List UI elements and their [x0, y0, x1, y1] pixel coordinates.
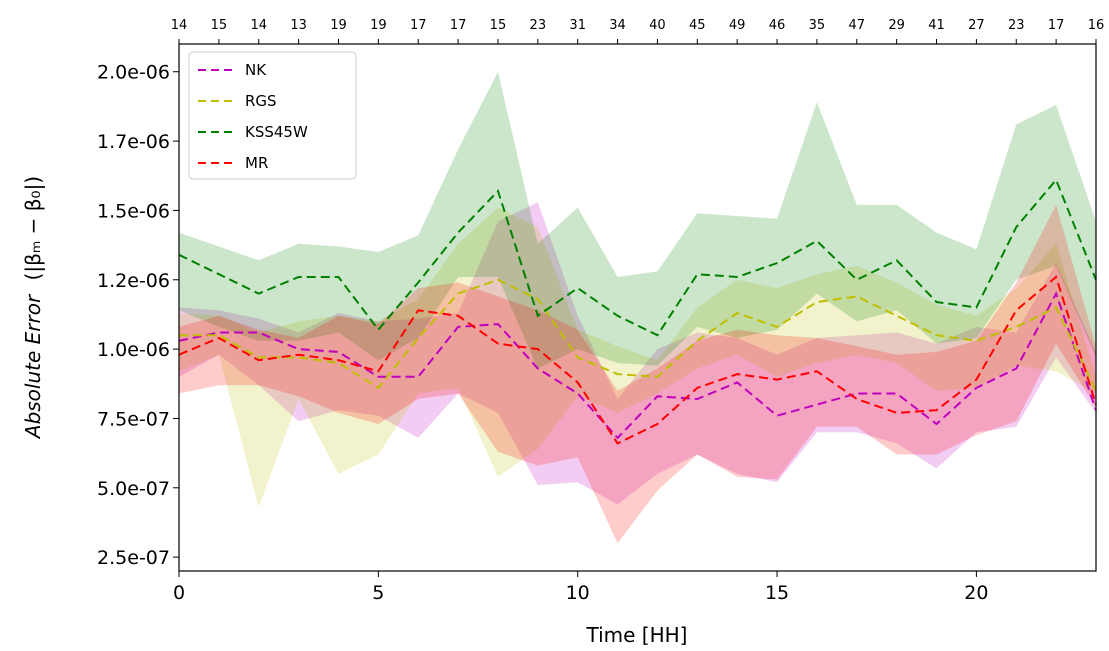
y-tick-label: 1.7e-06: [97, 131, 170, 153]
y-axis-label-italic: Absolute Error: [21, 293, 45, 440]
x-axis-label: Time [HH]: [586, 623, 688, 647]
top-tick-label: 15: [211, 18, 228, 33]
x-tick-label: 0: [173, 582, 185, 604]
top-tick-label: 41: [928, 18, 945, 33]
top-tick-label: 23: [1008, 18, 1025, 33]
top-tick-label: 19: [330, 18, 347, 33]
legend-entry: MR: [245, 154, 268, 172]
top-tick-label: 13: [290, 18, 307, 33]
y-tick-label: 2.0e-06: [97, 62, 170, 84]
legend-entry: NK: [245, 61, 267, 79]
band-rgs: [179, 207, 1096, 508]
y-tick-label: 1.2e-06: [97, 270, 170, 292]
y-axis-label: Absolute Error (|βₘ − β₀|): [21, 176, 45, 440]
top-tick-label: 47: [849, 18, 866, 33]
series-line-nk: [178, 291, 1097, 440]
top-tick-label: 31: [569, 18, 586, 33]
top-tick-label: 15: [490, 18, 507, 33]
y-axis-label-formula: (|βₘ − β₀|): [21, 176, 45, 281]
top-tick-label: 35: [809, 18, 826, 33]
plot-frame: [178, 43, 1097, 572]
top-tick-label: 23: [530, 18, 547, 33]
top-tick-label: 40: [649, 18, 666, 33]
legend-box: [188, 51, 357, 180]
y-tick-label: 5.0e-07: [97, 478, 170, 500]
x-axis: 0 5 10 15 20: [173, 571, 988, 604]
top-tick-label: 34: [609, 18, 626, 33]
y-tick-label: 1.0e-06: [97, 339, 170, 361]
top-tick-label: 45: [689, 18, 706, 33]
band-nk: [179, 202, 1096, 505]
y-tick-label: 2.5e-07: [97, 547, 170, 569]
top-tick-label: 16: [1088, 18, 1105, 33]
top-tick-label: 19: [370, 18, 387, 33]
series-line-mr: [178, 275, 1097, 445]
top-tick-label: 14: [171, 18, 188, 33]
series-line-rgs: [179, 278, 1097, 392]
y-tick-label: 7.5e-07: [97, 408, 170, 430]
x-tick-label: 5: [372, 582, 384, 604]
top-tick-label: 14: [250, 18, 267, 33]
x-tick-label: 15: [765, 582, 789, 604]
x-tick-label: 20: [964, 582, 988, 604]
legend-entry: KSS45W: [245, 123, 308, 141]
top-tick-label: 27: [968, 18, 985, 33]
top-tick-label: 29: [888, 18, 905, 33]
y-axis: 2.5e-07 5.0e-07 7.5e-07 1.0e-06 1.2e-06 1.5e-…: [97, 62, 179, 569]
top-axis: 14 15 14 13 19 19 17 17 15 23 31 34 40 45 49 46 35 47 29 41…: [171, 18, 1105, 44]
series-lines: [178, 177, 1097, 445]
top-tick-label: 17: [410, 18, 427, 33]
top-tick-label: 46: [769, 18, 786, 33]
legend-entry: RGS: [245, 92, 277, 110]
legend: NK RGS KSS45W MR: [188, 51, 357, 180]
series-line-kss45w: [178, 177, 1097, 337]
band-mr: [179, 204, 1096, 544]
top-tick-label: 17: [1048, 18, 1065, 33]
top-tick-label: 49: [729, 18, 746, 33]
x-tick-label: 10: [566, 582, 590, 604]
top-tick-label: 17: [450, 18, 467, 33]
y-tick-label: 1.5e-06: [97, 200, 170, 222]
